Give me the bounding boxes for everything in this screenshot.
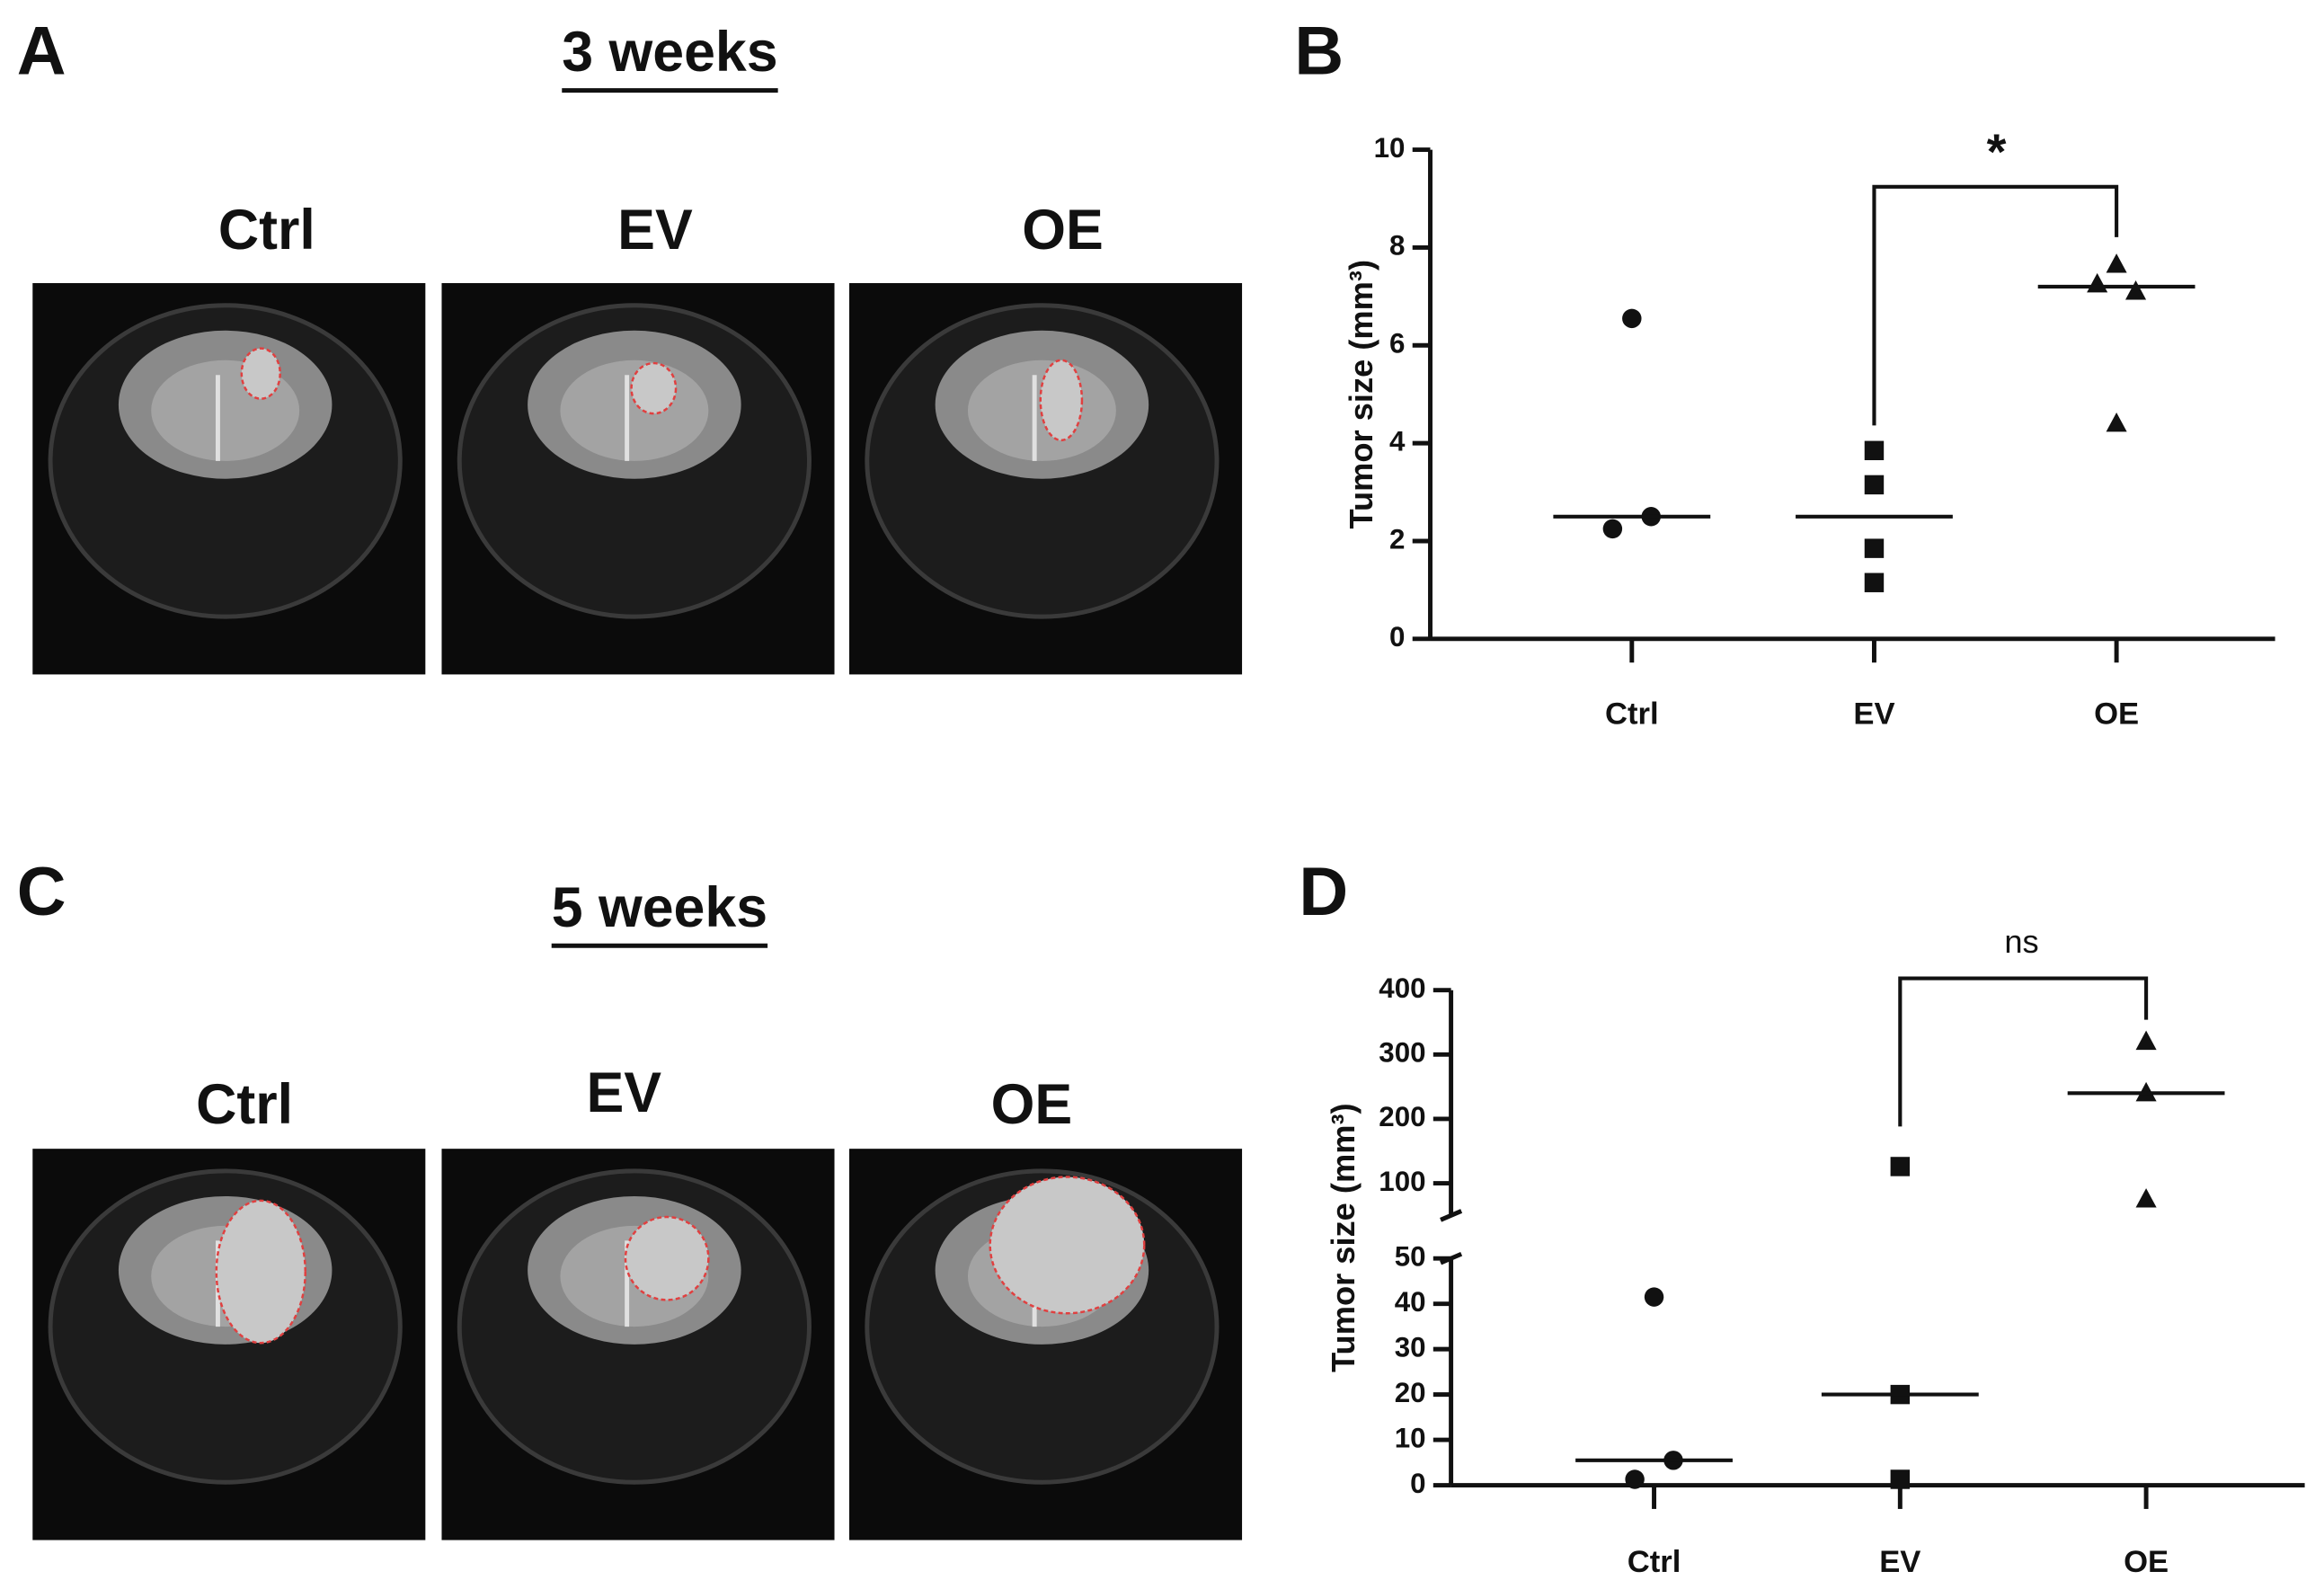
data-point <box>2125 280 2147 300</box>
image-label: OE <box>1022 199 1104 262</box>
x-tick-label: Ctrl <box>1605 697 1659 732</box>
y-tick-label: 10 <box>1374 132 1406 164</box>
mri-image <box>849 1149 1243 1540</box>
y-axis-label: Tumor size (mm³) <box>1325 1103 1362 1372</box>
tumor <box>215 1199 306 1345</box>
axis-break <box>1440 1209 1463 1222</box>
image-label: EV <box>587 1061 662 1124</box>
tumor <box>989 1176 1146 1315</box>
data-point <box>2135 1188 2157 1208</box>
panel-title: 3 weeks <box>562 21 777 84</box>
mri-image <box>441 1149 835 1540</box>
y-tick-label: 300 <box>1379 1037 1425 1069</box>
y-tick-label: 0 <box>1410 1468 1425 1499</box>
y-tick-label: 50 <box>1395 1240 1426 1272</box>
y-tick-label: 0 <box>1389 621 1405 652</box>
tumor <box>624 1215 710 1301</box>
tumor <box>240 347 281 400</box>
y-tick-label: 100 <box>1379 1166 1425 1197</box>
axis-break <box>1440 1251 1463 1265</box>
panel-letter: A <box>17 13 67 90</box>
image-label: Ctrl <box>218 199 315 262</box>
image-label: EV <box>617 199 693 262</box>
data-point <box>1890 1469 1911 1489</box>
y-tick-label: 6 <box>1389 328 1405 360</box>
panel-letter: C <box>17 854 67 930</box>
y-tick-label: 4 <box>1389 425 1406 457</box>
data-point <box>1864 475 1885 495</box>
image-label: Ctrl <box>196 1073 293 1136</box>
significance-label: * <box>1987 123 2007 180</box>
significance-label: ns <box>2004 923 2038 960</box>
y-tick-label: 200 <box>1379 1101 1425 1132</box>
x-tick-label: Ctrl <box>1628 1545 1681 1579</box>
significance-bracket <box>1898 976 2149 1127</box>
data-point <box>1625 1469 1645 1489</box>
mri-image <box>441 283 835 675</box>
panel-title: 5 weeks <box>552 876 767 939</box>
data-point <box>2106 253 2127 273</box>
image-label: OE <box>991 1073 1073 1136</box>
y-tick-label: 2 <box>1389 523 1405 555</box>
mri-image <box>32 283 426 675</box>
data-point <box>1602 519 1623 539</box>
data-point <box>2135 1030 2157 1051</box>
panel-letter: D <box>1299 854 1348 930</box>
x-tick-label: OE <box>2094 697 2139 732</box>
y-tick-label: 40 <box>1395 1286 1426 1318</box>
tumor <box>1039 359 1084 442</box>
y-tick-label: 20 <box>1395 1377 1426 1408</box>
y-tick-label: 10 <box>1395 1422 1426 1453</box>
data-point <box>1864 538 1885 558</box>
data-point <box>1890 1157 1911 1176</box>
mri-image <box>849 283 1243 675</box>
y-axis-label: Tumor size (mm³) <box>1343 260 1379 529</box>
y-tick-label: 8 <box>1389 230 1405 262</box>
data-point <box>1864 573 1885 592</box>
mri-image <box>32 1149 426 1540</box>
y-tick-label: 30 <box>1395 1331 1426 1363</box>
tumor <box>630 361 678 415</box>
data-point <box>1622 308 1642 329</box>
data-point <box>1864 440 1885 461</box>
y-tick-label: 400 <box>1379 972 1425 1004</box>
significance-bracket <box>1872 184 2119 426</box>
data-point <box>2106 412 2127 432</box>
x-tick-label: OE <box>2124 1545 2169 1579</box>
data-point <box>1644 1287 1664 1307</box>
brain-core <box>560 360 709 461</box>
x-tick-label: EV <box>1879 1545 1920 1579</box>
x-tick-label: EV <box>1853 697 1894 732</box>
panel-letter: B <box>1294 13 1344 90</box>
